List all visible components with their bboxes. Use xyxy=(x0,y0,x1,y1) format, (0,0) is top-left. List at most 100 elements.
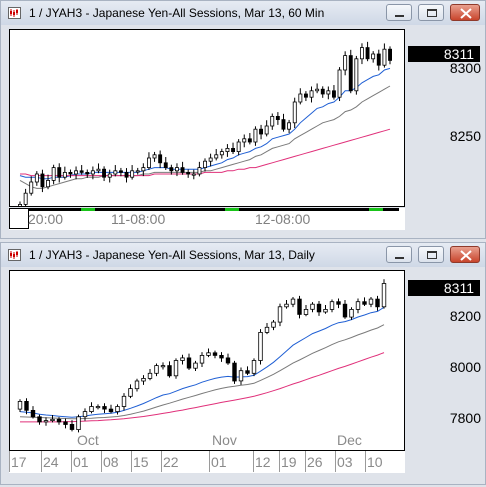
candle xyxy=(57,167,62,178)
price-plot-area[interactable] xyxy=(9,29,405,207)
maximize-button[interactable] xyxy=(418,246,444,263)
candle xyxy=(247,138,252,143)
candle xyxy=(82,411,88,418)
date-gridline xyxy=(253,451,254,472)
month-axis-label: Nov xyxy=(212,432,237,448)
candle xyxy=(199,355,205,364)
candle xyxy=(186,357,192,369)
candle xyxy=(277,306,283,323)
candle xyxy=(371,53,376,60)
candle xyxy=(259,128,263,135)
window-titlebar[interactable]: 1 / JYAH3 - Japanese Yen-All Sessions, M… xyxy=(1,1,485,25)
candle xyxy=(167,365,172,377)
candle xyxy=(51,167,56,181)
candle xyxy=(326,90,331,95)
candle xyxy=(270,116,275,127)
price-axis-label: 7800 xyxy=(449,410,481,426)
candle xyxy=(30,409,36,418)
candle xyxy=(206,352,211,356)
candle xyxy=(284,303,289,308)
candlestick-chart-daily xyxy=(17,279,387,433)
candle xyxy=(186,171,191,175)
candle xyxy=(43,420,49,423)
chart-window-daily: 1 / JYAH3 - Japanese Yen-All Sessions, M… xyxy=(0,242,486,485)
close-button[interactable] xyxy=(450,4,480,21)
maximize-button[interactable] xyxy=(418,4,444,21)
candle xyxy=(303,309,309,315)
candle xyxy=(238,370,244,382)
window-title: 1 / JYAH3 - Japanese Yen-All Sessions, M… xyxy=(29,248,315,262)
candle xyxy=(362,301,367,305)
date-axis-label: 24 xyxy=(43,454,59,470)
candle xyxy=(173,360,179,377)
chart-window-60min: 1 / JYAH3 - Japanese Yen-All Sessions, M… xyxy=(0,0,486,239)
candle xyxy=(160,365,166,368)
candle xyxy=(169,167,174,172)
candle xyxy=(355,301,361,310)
window-titlebar[interactable]: 1 / JYAH3 - Japanese Yen-All Sessions, M… xyxy=(1,243,485,267)
candle xyxy=(69,423,75,430)
candle xyxy=(85,171,90,175)
ma-slow-line xyxy=(20,128,391,177)
candle xyxy=(297,298,302,315)
candle xyxy=(113,170,118,175)
candle xyxy=(320,88,325,95)
time-axis[interactable]: 20:00 11-08:00 12-08:00 xyxy=(9,208,405,230)
last-price-tag: 8311 xyxy=(408,280,480,296)
candle xyxy=(342,303,348,318)
candle xyxy=(163,162,168,169)
candle xyxy=(40,173,45,188)
candle xyxy=(359,47,364,60)
date-gridline xyxy=(335,451,336,472)
candle xyxy=(193,362,198,369)
close-icon xyxy=(460,250,472,261)
scroll-box[interactable] xyxy=(9,208,29,229)
window-title: 1 / JYAH3 - Japanese Yen-All Sessions, M… xyxy=(29,6,325,20)
date-gridline xyxy=(9,451,10,472)
candle xyxy=(219,151,224,156)
candle xyxy=(90,170,95,175)
candle xyxy=(152,154,157,159)
candle xyxy=(119,170,123,173)
date-gridline xyxy=(71,451,72,472)
candle xyxy=(17,400,23,410)
candle xyxy=(180,357,185,361)
time-axis-label: 12-08:00 xyxy=(255,211,311,227)
candle xyxy=(96,168,101,172)
candle xyxy=(253,128,258,143)
candle xyxy=(382,48,387,66)
minimize-button[interactable] xyxy=(386,246,412,263)
close-button[interactable] xyxy=(450,246,480,263)
candle xyxy=(309,90,314,98)
candle xyxy=(62,171,67,178)
candle xyxy=(46,179,50,188)
chart-app-icon xyxy=(8,7,21,19)
last-price-tag: 8311 xyxy=(408,46,480,62)
candle xyxy=(107,173,112,178)
candle xyxy=(219,355,224,359)
candle xyxy=(337,69,342,98)
candle xyxy=(158,154,163,164)
candle xyxy=(376,53,381,66)
date-axis[interactable]: 17 24 01 08 15 22 01 12 19 26 03 10 Oct Nov Dec xyxy=(9,432,405,473)
time-axis-label: 20:00 xyxy=(28,211,64,227)
candle xyxy=(316,303,322,313)
minimize-button[interactable] xyxy=(386,4,412,21)
candle xyxy=(74,170,78,175)
candle xyxy=(102,406,107,410)
candle xyxy=(287,122,291,130)
candle xyxy=(310,303,315,310)
candle xyxy=(264,125,269,135)
price-axis-label: 8250 xyxy=(449,128,481,144)
price-plot-area[interactable] xyxy=(9,270,405,451)
candle xyxy=(89,406,94,412)
candle xyxy=(271,321,276,328)
candle xyxy=(343,55,348,71)
candle xyxy=(281,119,286,130)
date-gridline xyxy=(279,451,280,472)
candle xyxy=(34,173,39,183)
date-axis-label: 26 xyxy=(307,454,323,470)
candle xyxy=(102,168,106,178)
candle xyxy=(298,93,303,103)
candle xyxy=(23,192,28,205)
